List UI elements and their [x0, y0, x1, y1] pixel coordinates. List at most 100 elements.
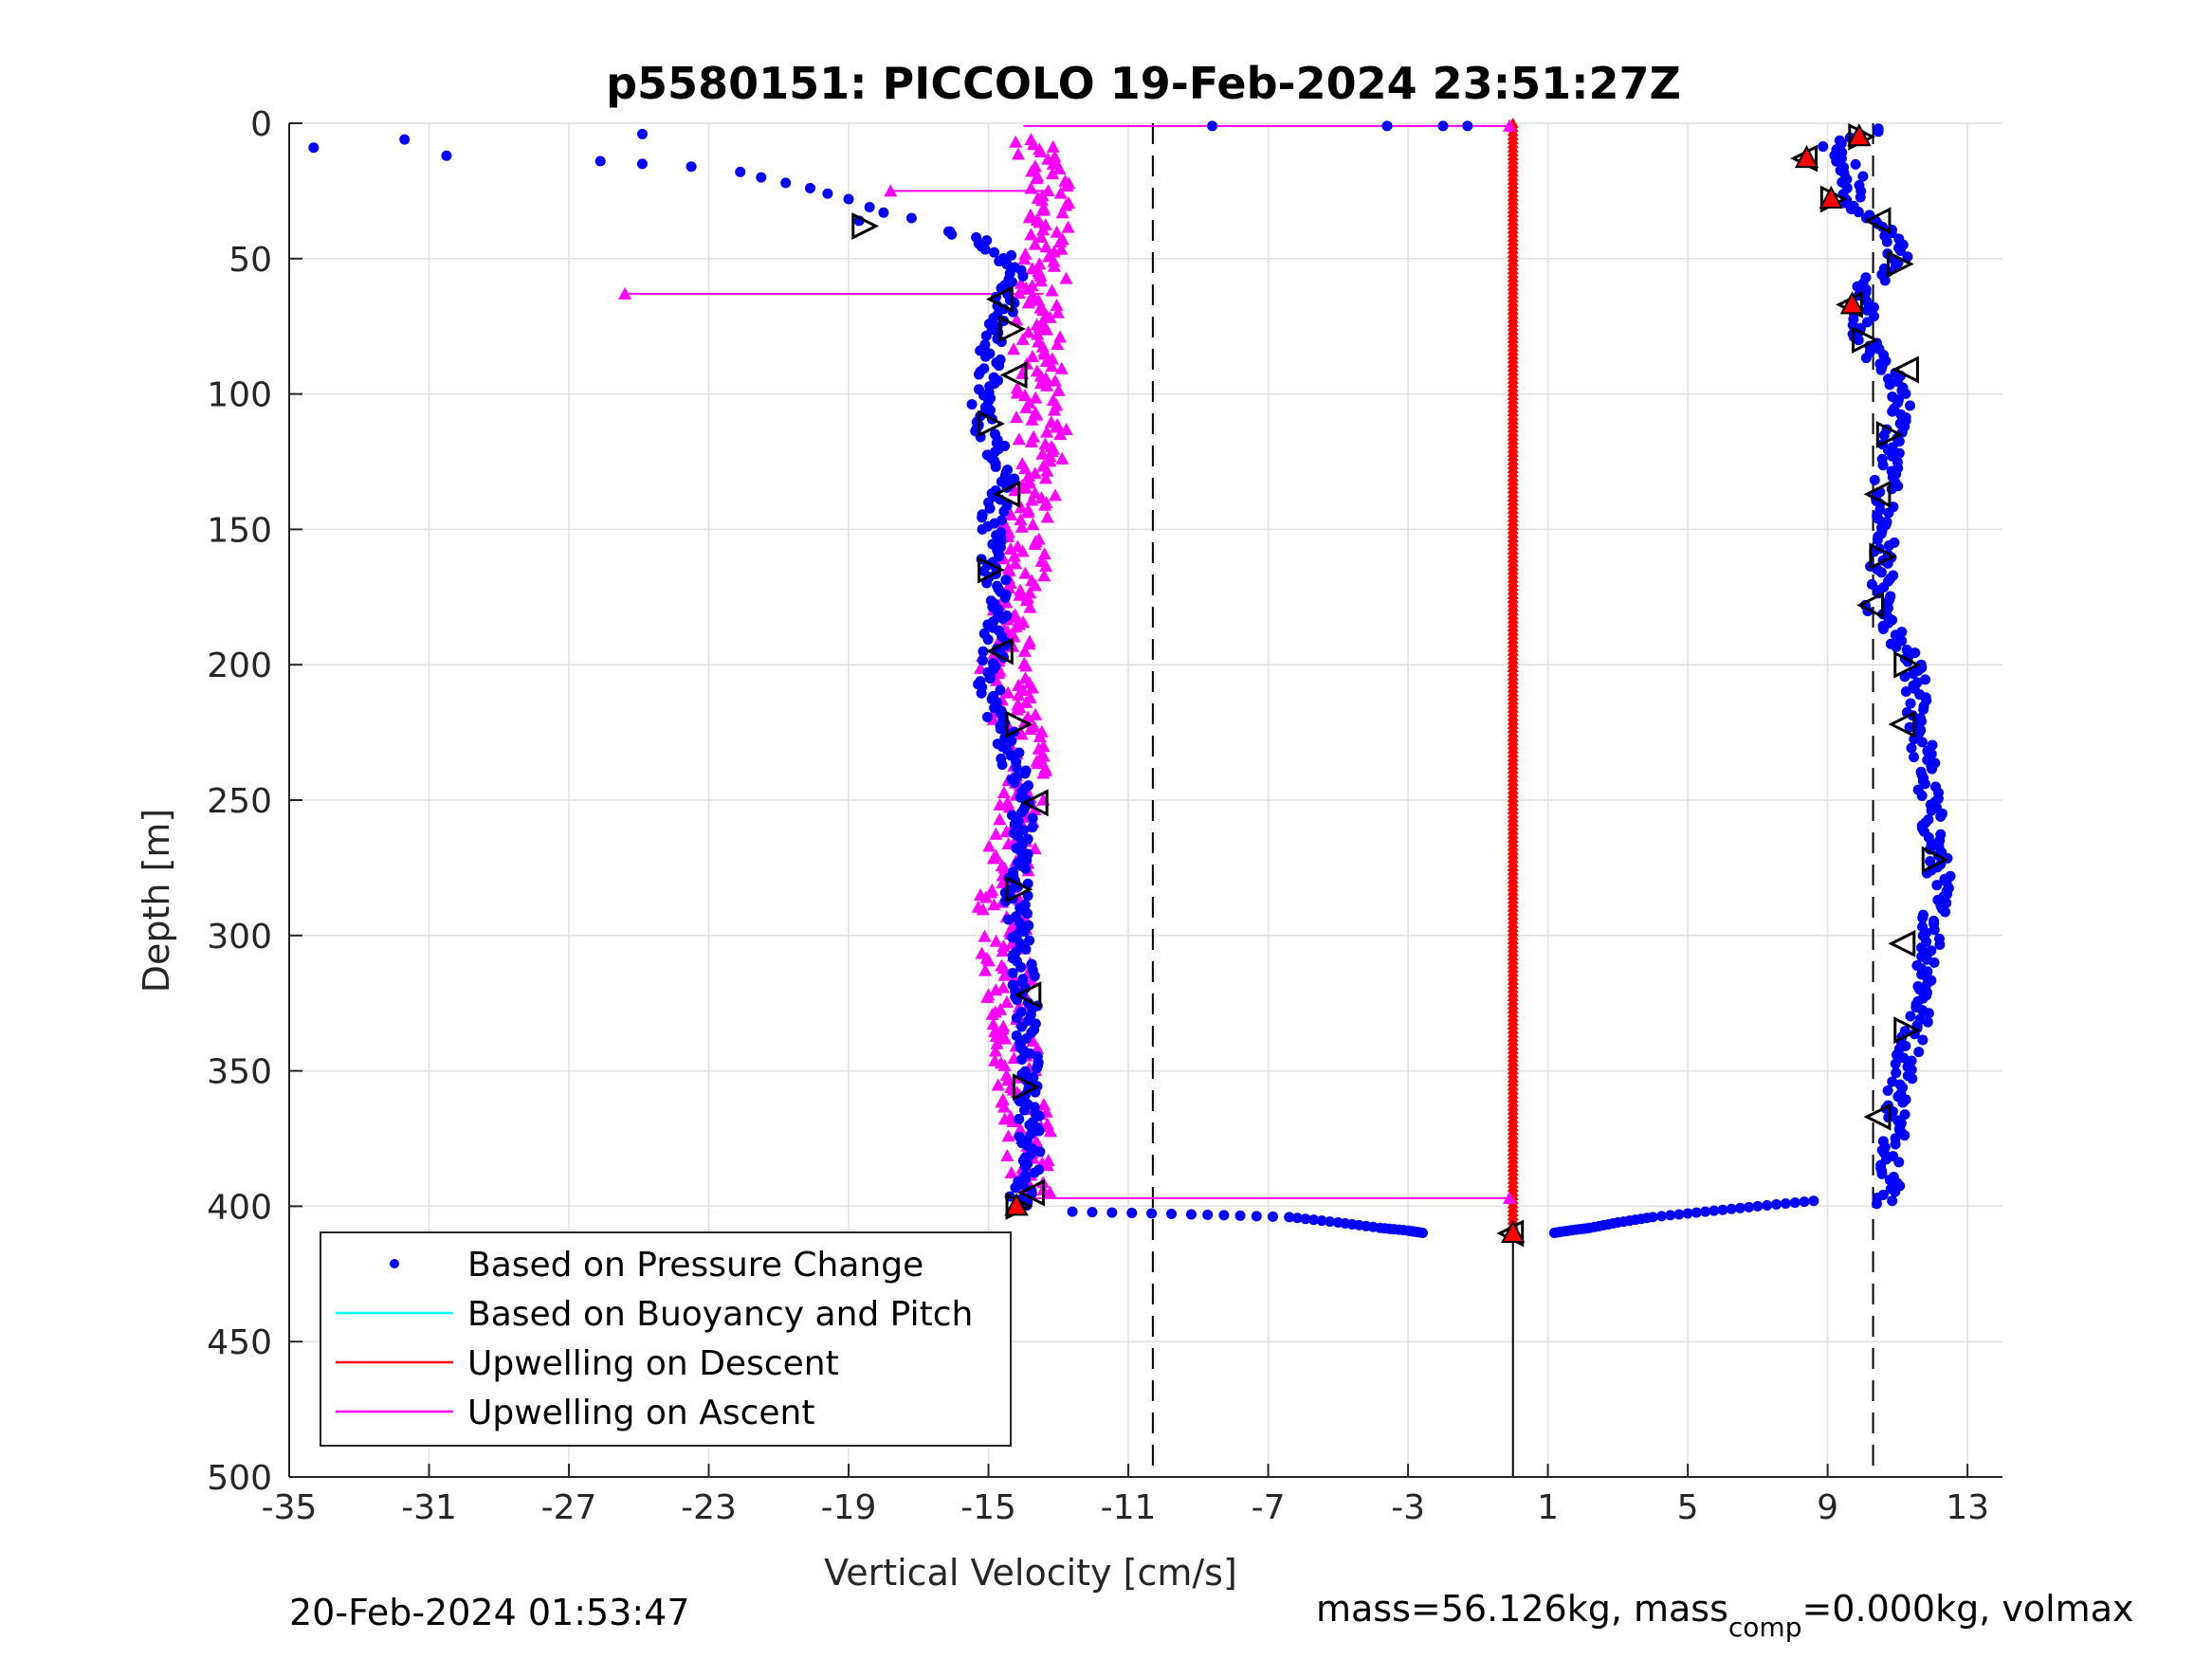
- pressure-change-point: [1872, 534, 1883, 545]
- upwelling-ascent-marker: [1035, 447, 1050, 460]
- upwelling-ascent-marker: [1037, 347, 1051, 360]
- upwelling-ascent-marker: [996, 980, 1011, 994]
- pressure-change-point: [878, 207, 889, 218]
- pressure-change-point: [1207, 120, 1218, 132]
- highlight-marker: [1819, 185, 1843, 209]
- upwelling-ascent-marker: [1036, 766, 1051, 779]
- pressure-change-point: [984, 502, 996, 514]
- upwelling-ascent-marker: [1024, 228, 1038, 241]
- upwelling-ascent-marker: [1043, 310, 1057, 323]
- upwelling-ascent-marker: [993, 797, 1007, 811]
- pressure-change-point: [1146, 1208, 1158, 1219]
- sample-marker: [1005, 875, 1033, 903]
- upwelling-ascent-marker: [1050, 225, 1064, 238]
- pressure-change-point: [1003, 914, 1015, 925]
- sample-marker: [978, 410, 1005, 438]
- upwelling-ascent-marker: [981, 954, 996, 967]
- upwelling-ascent-marker: [1052, 161, 1067, 174]
- upwelling-ascent-marker: [1010, 313, 1024, 326]
- x-tick-label: -23: [681, 1488, 737, 1527]
- upwelling-ascent-marker: [1046, 156, 1060, 170]
- sample-marker: [1012, 1073, 1040, 1102]
- upwelling-ascent-marker: [978, 963, 993, 976]
- pressure-change-point: [1021, 908, 1033, 920]
- pressure-change-point: [1726, 1203, 1737, 1214]
- upwelling-ascent-marker: [1045, 283, 1059, 297]
- upwelling-ascent-marker: [1048, 488, 1062, 501]
- upwelling-ascent-marker: [1010, 702, 1024, 716]
- upwelling-ascent-marker: [1014, 501, 1028, 514]
- pressure-change-point: [980, 330, 992, 341]
- upwelling-ascent-marker: [1009, 135, 1023, 148]
- pressure-change-point: [1780, 1198, 1791, 1210]
- upwelling-ascent-marker: [1046, 167, 1060, 180]
- upwelling-ascent-marker: [1025, 349, 1039, 362]
- upwelling-ascent-marker: [992, 666, 1006, 680]
- pressure-change-point: [1883, 540, 1894, 552]
- pressure-change-point: [1873, 513, 1884, 524]
- upwelling-ascent-marker: [996, 944, 1010, 957]
- upwelling-ascent-outlier: [884, 184, 898, 197]
- upwelling-ascent-outlier: [618, 286, 632, 300]
- pressure-change-point: [1007, 967, 1018, 978]
- upwelling-ascent-marker: [1019, 659, 1033, 672]
- legend-swatch-dot: [390, 1259, 399, 1268]
- pressure-change-point: [1087, 1207, 1098, 1218]
- pressure-change-point: [1879, 275, 1891, 286]
- pressure-change-point: [999, 592, 1011, 604]
- upwelling-ascent-marker: [1018, 246, 1033, 260]
- pressure-change-point: [1905, 698, 1916, 709]
- pressure-change-point: [1917, 1034, 1929, 1046]
- upwelling-ascent-marker: [1033, 274, 1048, 287]
- pressure-change-point: [780, 177, 792, 189]
- pressure-change-point: [1015, 961, 1027, 973]
- sample-marker: [998, 315, 1027, 343]
- upwelling-ascent-marker: [1019, 281, 1033, 294]
- upwelling-ascent-marker: [998, 1031, 1013, 1045]
- pressure-change-point: [1009, 818, 1020, 830]
- upwelling-ascent-marker: [1043, 454, 1057, 467]
- sample-marker: [1863, 480, 1892, 508]
- pressure-change-point: [1898, 1052, 1910, 1064]
- pressure-change-point: [1893, 1157, 1905, 1168]
- pressure-change-point: [1185, 1209, 1197, 1220]
- pressure-change-point: [1029, 971, 1040, 982]
- pressure-change-point: [1325, 1216, 1336, 1228]
- pressure-change-point: [1917, 912, 1929, 923]
- upwelling-ascent-marker: [1055, 451, 1069, 465]
- pressure-change-point: [977, 523, 988, 535]
- x-tick-label: -3: [1391, 1488, 1425, 1527]
- pressure-change-point: [1909, 734, 1920, 745]
- pressure-change-point: [1673, 1209, 1685, 1220]
- pressure-change-point: [1308, 1214, 1320, 1226]
- pressure-change-point: [1908, 668, 1919, 680]
- pressure-change-point: [1902, 251, 1913, 263]
- sample-marker: [1892, 356, 1919, 384]
- highlight-marker: [1794, 144, 1819, 169]
- upwelling-ascent-marker: [1015, 520, 1029, 533]
- pressure-change-point: [1017, 1179, 1029, 1191]
- pressure-change-point: [1927, 763, 1938, 775]
- pressure-change-point: [1799, 1196, 1810, 1208]
- sample-marker: [1921, 846, 1949, 874]
- sample-marker: [1886, 250, 1914, 278]
- x-tick-label: 13: [1946, 1488, 1989, 1527]
- upwelling-ascent-marker: [1040, 510, 1054, 523]
- pressure-change-point: [1011, 762, 1022, 774]
- pressure-change-point: [1818, 141, 1829, 153]
- pressure-change-point: [1909, 752, 1920, 763]
- pressure-change-point: [1929, 924, 1940, 936]
- pressure-change-point: [1033, 1125, 1045, 1137]
- pressure-change-point: [636, 128, 648, 139]
- x-tick-label: -11: [1101, 1488, 1157, 1527]
- sample-marker: [1869, 542, 1897, 571]
- legend-label: Upwelling on Ascent: [467, 1394, 814, 1432]
- x-tick-label: -15: [960, 1488, 1016, 1527]
- pressure-change-point: [804, 183, 815, 194]
- upwelling-ascent-marker: [1012, 688, 1026, 702]
- upwelling-ascent-marker: [1029, 391, 1043, 404]
- upwelling-ascent-marker: [1050, 298, 1064, 311]
- pressure-change-point: [1918, 703, 1929, 715]
- pressure-change-point: [1873, 126, 1884, 137]
